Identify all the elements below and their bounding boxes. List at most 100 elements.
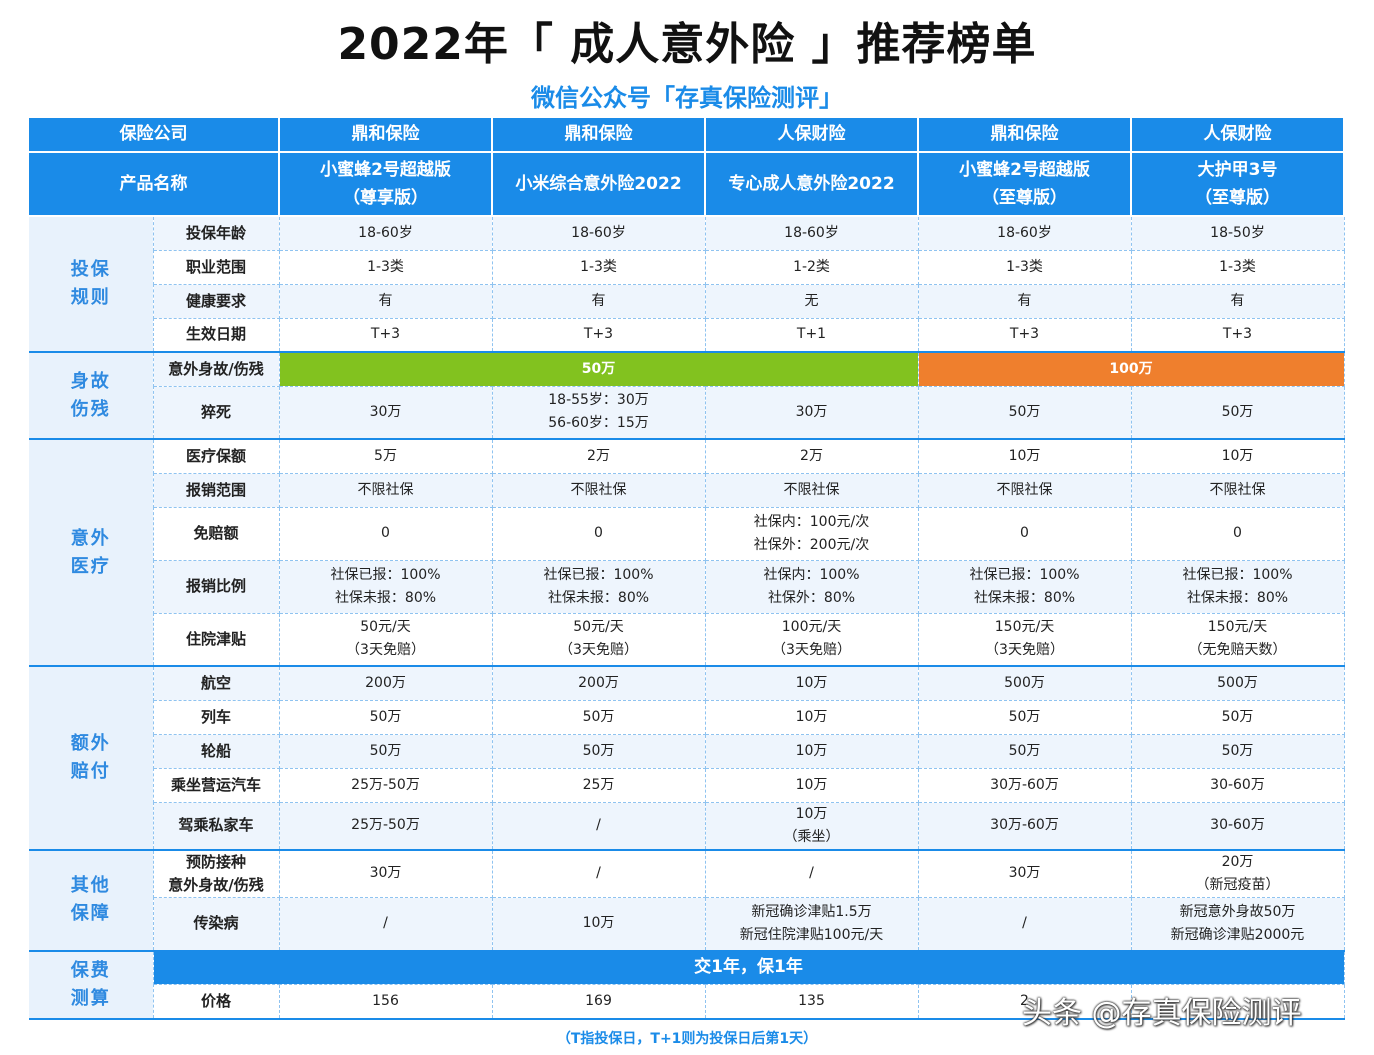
- cell-text: 2万: [587, 447, 610, 464]
- cell-text: 新冠确诊津贴2000元: [1170, 926, 1305, 943]
- cell-text: /: [809, 865, 814, 882]
- row-label: 轮船: [153, 734, 280, 769]
- value-cell: 50万: [279, 734, 493, 769]
- value-cell: 169: [492, 984, 706, 1020]
- row-label-text: 预防接种: [185, 852, 246, 871]
- value-cell: 0: [279, 507, 493, 561]
- band-row: 身故 伤残 意外身故/伤残 50万 100万: [29, 352, 1345, 440]
- header-row-product: 产品名称 小蜜蜂2号超越版 （尊享版） 小米综合意外险2022 专心成人意外险2022 小…: [29, 152, 1345, 217]
- cell-text: 500万: [1217, 674, 1258, 691]
- value-cell: 50万: [1131, 734, 1345, 769]
- cell-text: T+3: [370, 326, 401, 343]
- row-label-text: 列车: [200, 707, 231, 726]
- value-cell: 18-50岁: [1131, 216, 1345, 251]
- band-row-full: 保费 测算 交1年，保1年: [29, 950, 1345, 1020]
- value-cell: 10万: [705, 700, 919, 735]
- section-label: 保费 测算: [29, 950, 154, 1020]
- section-label-text: 伤残: [70, 398, 111, 420]
- value-cell: 1-3类: [279, 250, 493, 285]
- cell-text: /: [596, 817, 601, 833]
- row-label-text: 轮船: [200, 741, 231, 760]
- cell-text: 18-60岁: [358, 224, 413, 241]
- value-cell: 不限社保: [705, 473, 919, 508]
- value-cell: 156: [279, 984, 493, 1020]
- cell-text: 200万: [365, 674, 406, 691]
- row-label: 职业范围: [153, 250, 280, 285]
- cell-text: 1-3类: [580, 258, 617, 275]
- value-cell: 0: [1131, 507, 1345, 561]
- row-label: 列车: [153, 700, 280, 735]
- row-label: 驾乘私家车: [153, 802, 280, 851]
- cell-text: 50万: [1008, 403, 1041, 420]
- cell-text: 18-50岁: [1210, 224, 1265, 241]
- value-cell: 10万: [705, 666, 919, 701]
- cell-text: 10万: [795, 776, 828, 793]
- value-cell: 5万: [279, 439, 493, 474]
- value-cell: 50万: [492, 734, 706, 769]
- cell-text: 10万: [795, 708, 828, 725]
- value-cell: 不限社保: [279, 473, 493, 508]
- value-cell: 1-3类: [918, 250, 1132, 285]
- row-label-text: 报销范围: [185, 480, 246, 499]
- cell-text: 社保外：80%: [767, 589, 856, 606]
- row-label: 乘坐营运汽车: [153, 768, 280, 803]
- value-cell: 10万: [705, 768, 919, 803]
- value-cell: 50万: [279, 700, 493, 735]
- page-title: 2022年「 成人意外险 」推荐榜单: [337, 19, 1037, 70]
- cell-text: 2: [1020, 992, 1029, 1009]
- value-cell: 50万: [1131, 386, 1345, 440]
- header-company-label: 保险公司: [29, 118, 280, 153]
- value-cell: 0: [918, 507, 1132, 561]
- cell-text: 56-60岁：15万: [548, 415, 649, 432]
- cell-text: 新冠住院津贴100元/天: [739, 926, 884, 943]
- value-cell: 10万: [492, 897, 706, 952]
- cell-text: 社保未报：80%: [334, 589, 437, 606]
- value-cell: /: [279, 897, 493, 952]
- header-company-cell: 鼎和保险: [918, 118, 1132, 153]
- cell-text: 30万: [369, 865, 402, 882]
- value-cell: 社保已报：100% 社保未报：80%: [492, 560, 706, 614]
- value-cell: 30万: [918, 849, 1132, 898]
- value-cell: 不限社保: [1131, 473, 1345, 508]
- table-row: 报销范围 不限社保 不限社保 不限社保 不限社保 不限社保: [29, 473, 1345, 508]
- value-cell: 社保已报：100% 社保未报：80%: [918, 560, 1132, 614]
- cell-text: 30万: [1008, 865, 1041, 882]
- cell-text: 500万: [1004, 674, 1045, 691]
- value-cell: 30-60万: [1131, 802, 1345, 851]
- cell-text: 18-55岁：30万: [548, 392, 649, 409]
- value-cell: 社保已报：100% 社保未报：80%: [279, 560, 493, 614]
- footnote: （T指投保日，T+1则为投保日后第1天）: [556, 1031, 818, 1047]
- section-label-text: 赔付: [70, 760, 111, 782]
- cell-text: 5万: [374, 447, 397, 464]
- value-cell: 150元/天 （3天免赔）: [918, 613, 1132, 667]
- row-label-text: 免赔额: [193, 524, 239, 542]
- row-label-text: 驾乘私家车: [178, 816, 254, 834]
- cell-text: 不限社保: [570, 481, 627, 498]
- cell-text: 18-60岁: [784, 224, 839, 241]
- cell-text: （3天免赔）: [346, 642, 425, 659]
- table-row: 猝死 30万 18-55岁：30万 56-60岁：15万 30万 50万 50万: [29, 386, 1345, 440]
- cell-text: /: [383, 915, 388, 932]
- cell-text: （3天免赔）: [559, 642, 638, 659]
- section-label: 意外 医疗: [29, 439, 154, 667]
- value-cell: 200万: [492, 666, 706, 701]
- row-label: 住院津贴: [153, 613, 280, 667]
- table-row: 生效日期 T+3 T+3 T+1 T+3 T+3: [29, 318, 1345, 353]
- cell-text: 200万: [578, 674, 619, 691]
- section-label-text: 测算: [70, 987, 111, 1009]
- header-product-cell: 小米综合意外险2022: [492, 152, 706, 217]
- value-cell: 30万-60万: [918, 802, 1132, 851]
- header-company-cell: 人保财险: [1131, 118, 1345, 153]
- cell-text: 小米综合意外险2022: [515, 174, 682, 194]
- cell-text: 小蜜蜂2号超越版: [320, 160, 451, 180]
- row-label: 传染病: [153, 897, 280, 952]
- cell-text: 156: [372, 992, 399, 1009]
- header-row-company: 保险公司 鼎和保险 鼎和保险 人保财险 鼎和保险 人保财险: [29, 118, 1345, 153]
- row-label-text: 航空: [200, 673, 231, 692]
- row-label-text: 医疗保额: [185, 446, 246, 465]
- cell-text: 新冠意外身故50万: [1179, 903, 1296, 920]
- value-cell: [1131, 984, 1345, 1020]
- cell-text: 10万: [1221, 447, 1254, 464]
- value-cell: 有: [279, 284, 493, 319]
- table-row: 列车 50万 50万 10万 50万 50万: [29, 700, 1345, 735]
